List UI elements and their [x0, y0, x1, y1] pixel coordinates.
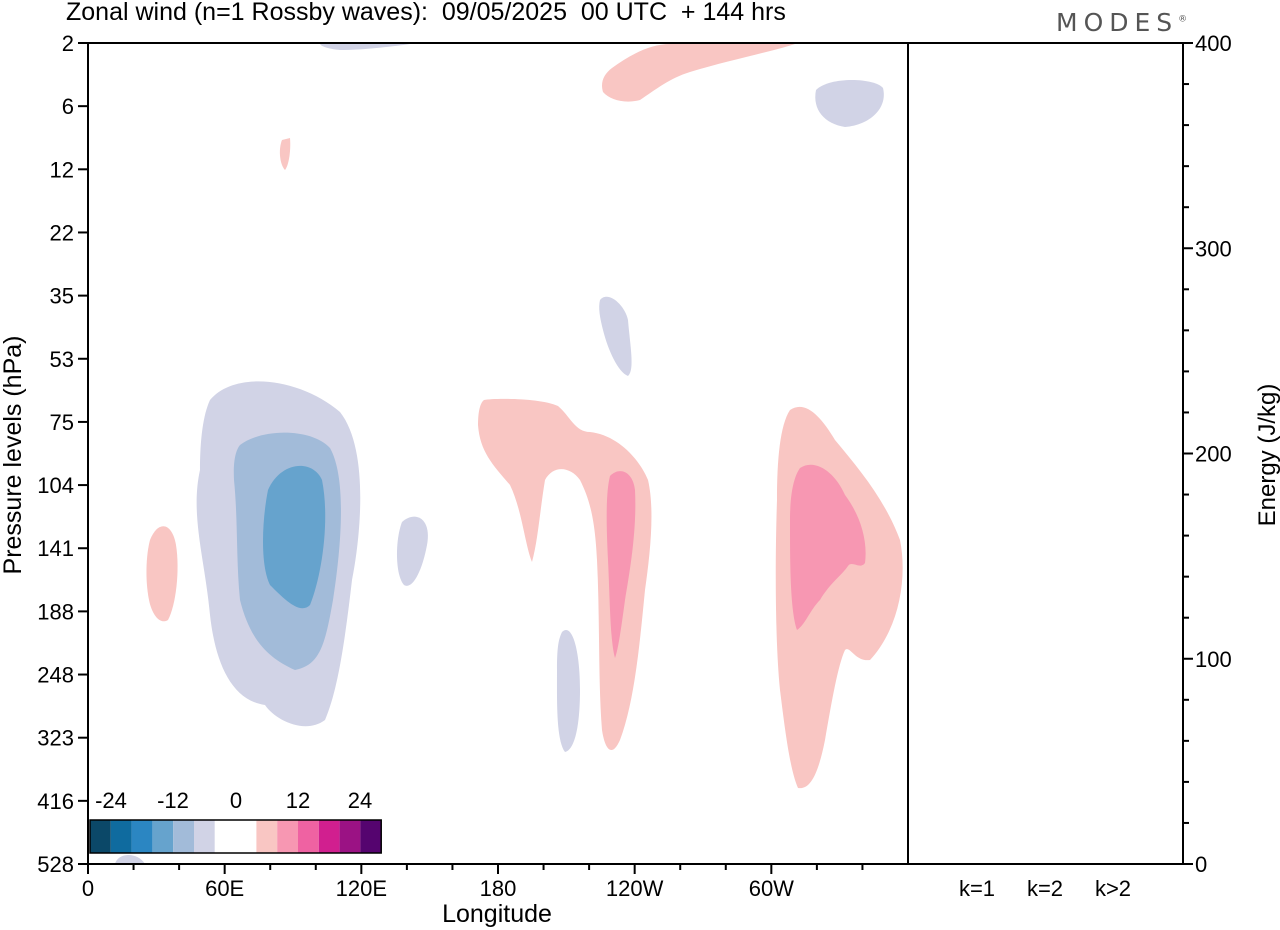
energy-category-label: k=2: [1027, 876, 1063, 901]
colorbar-tick-label: 24: [348, 788, 372, 813]
x-tick-label: 0: [82, 876, 94, 901]
y-tick-label: 323: [37, 726, 74, 751]
contour-neg-top-edge: [320, 44, 410, 50]
energy-bar: [1091, 863, 1135, 864]
contour-pos-4-upper-a: [279, 138, 291, 170]
colorbar-cell: [173, 820, 194, 853]
energy-tick-label: 200: [1195, 442, 1232, 467]
energy-plot-frame: [907, 42, 1184, 865]
y-tick-label: 22: [50, 220, 74, 245]
energy-tick-label: 100: [1195, 647, 1232, 672]
colorbar-cell: [235, 820, 257, 853]
colorbar-tick-label: 0: [230, 788, 242, 813]
colorbar-cells: [89, 819, 382, 854]
contour-neg-small-b: [599, 296, 632, 376]
contour-neg-small-c: [556, 629, 580, 752]
y-tick-label: 188: [37, 599, 74, 624]
energy-category-label: k>2: [1095, 876, 1131, 901]
energy-axis: 0 100 200 300 400: [1183, 31, 1232, 877]
energy-bar: [955, 863, 999, 864]
logo-text: MODES: [1056, 8, 1179, 37]
colorbar-cell: [110, 820, 132, 853]
x-axis-title: Longitude: [442, 900, 552, 928]
colorbar-cell: [360, 820, 382, 853]
y-tick-label: 53: [50, 347, 74, 372]
energy-categories: k=1 k=2 k>2: [959, 876, 1131, 901]
contour-pos-8-east: [790, 464, 866, 630]
energy-category-label: k=1: [959, 876, 995, 901]
contour-neg-small-a: [396, 516, 428, 586]
x-tick-label: 120E: [336, 876, 387, 901]
colorbar-cell: [256, 820, 278, 853]
modes-logo: MODES®: [1056, 8, 1187, 37]
contour-neg-top: [815, 80, 884, 127]
chart-title: Zonal wind (n=1 Rossby waves): 09/05/202…: [66, 0, 786, 26]
colorbar-frame: [89, 819, 382, 854]
colorbar-labels: -24 -12 0 12 24: [95, 788, 372, 813]
colorbar-cell: [318, 820, 340, 853]
x-tick-label: 120W: [606, 876, 664, 901]
y-axis: 2 6 12 22 35 53 75 104 141 188 248 323 416 528: [37, 31, 88, 877]
contour-pos-4-central: [478, 398, 652, 751]
y-tick-label: 141: [37, 536, 74, 561]
colorbar-cell: [277, 820, 298, 853]
x-axis: 0 60E 120E 180 120W 60W: [82, 864, 864, 901]
energy-bar: [1023, 863, 1067, 864]
colorbar-cell: [214, 820, 236, 853]
energy-axis-title: Energy (J/kg): [1254, 384, 1280, 527]
x-tick-label: 60W: [749, 876, 794, 901]
colorbar-tick-label: 12: [286, 788, 310, 813]
contour-pos-4-upper-b: [602, 44, 795, 102]
contour-pos-8-central: [606, 471, 636, 658]
y-tick-label: 75: [50, 410, 74, 435]
colorbar-tick-label: -24: [95, 788, 127, 813]
colorbar-cell: [152, 820, 174, 853]
colorbar-tick-label: -12: [157, 788, 189, 813]
y-tick-label: 2: [62, 31, 74, 56]
x-tick-label: 60E: [205, 876, 244, 901]
contour-neg-bottom-edge: [115, 855, 145, 864]
contour-field: [115, 44, 903, 864]
energy-tick-label: 400: [1195, 31, 1232, 56]
colorbar-cell: [298, 820, 319, 853]
y-tick-label: 6: [62, 94, 74, 119]
y-tick-label: 104: [37, 473, 74, 498]
y-tick-label: 35: [50, 284, 74, 309]
y-tick-label: 12: [50, 157, 74, 182]
energy-tick-label: 300: [1195, 236, 1232, 261]
colorbar-cell: [90, 820, 111, 853]
contour-pos-4-west: [146, 526, 178, 622]
colorbar-cell: [339, 820, 361, 853]
y-tick-label: 528: [37, 852, 74, 877]
energy-tick-label: 0: [1195, 852, 1207, 877]
y-tick-label: 416: [37, 789, 74, 814]
energy-bars: [955, 863, 1135, 864]
colorbar-cell: [194, 820, 215, 853]
contour-neg-12: [263, 465, 326, 609]
y-axis-title: Pressure levels (hPa): [0, 336, 27, 575]
logo-mark: ®: [1178, 14, 1188, 25]
colorbar: -24 -12 0 12 24: [89, 788, 382, 854]
colorbar-cell: [131, 820, 153, 853]
x-tick-label: 180: [480, 876, 517, 901]
y-tick-label: 248: [37, 663, 74, 688]
